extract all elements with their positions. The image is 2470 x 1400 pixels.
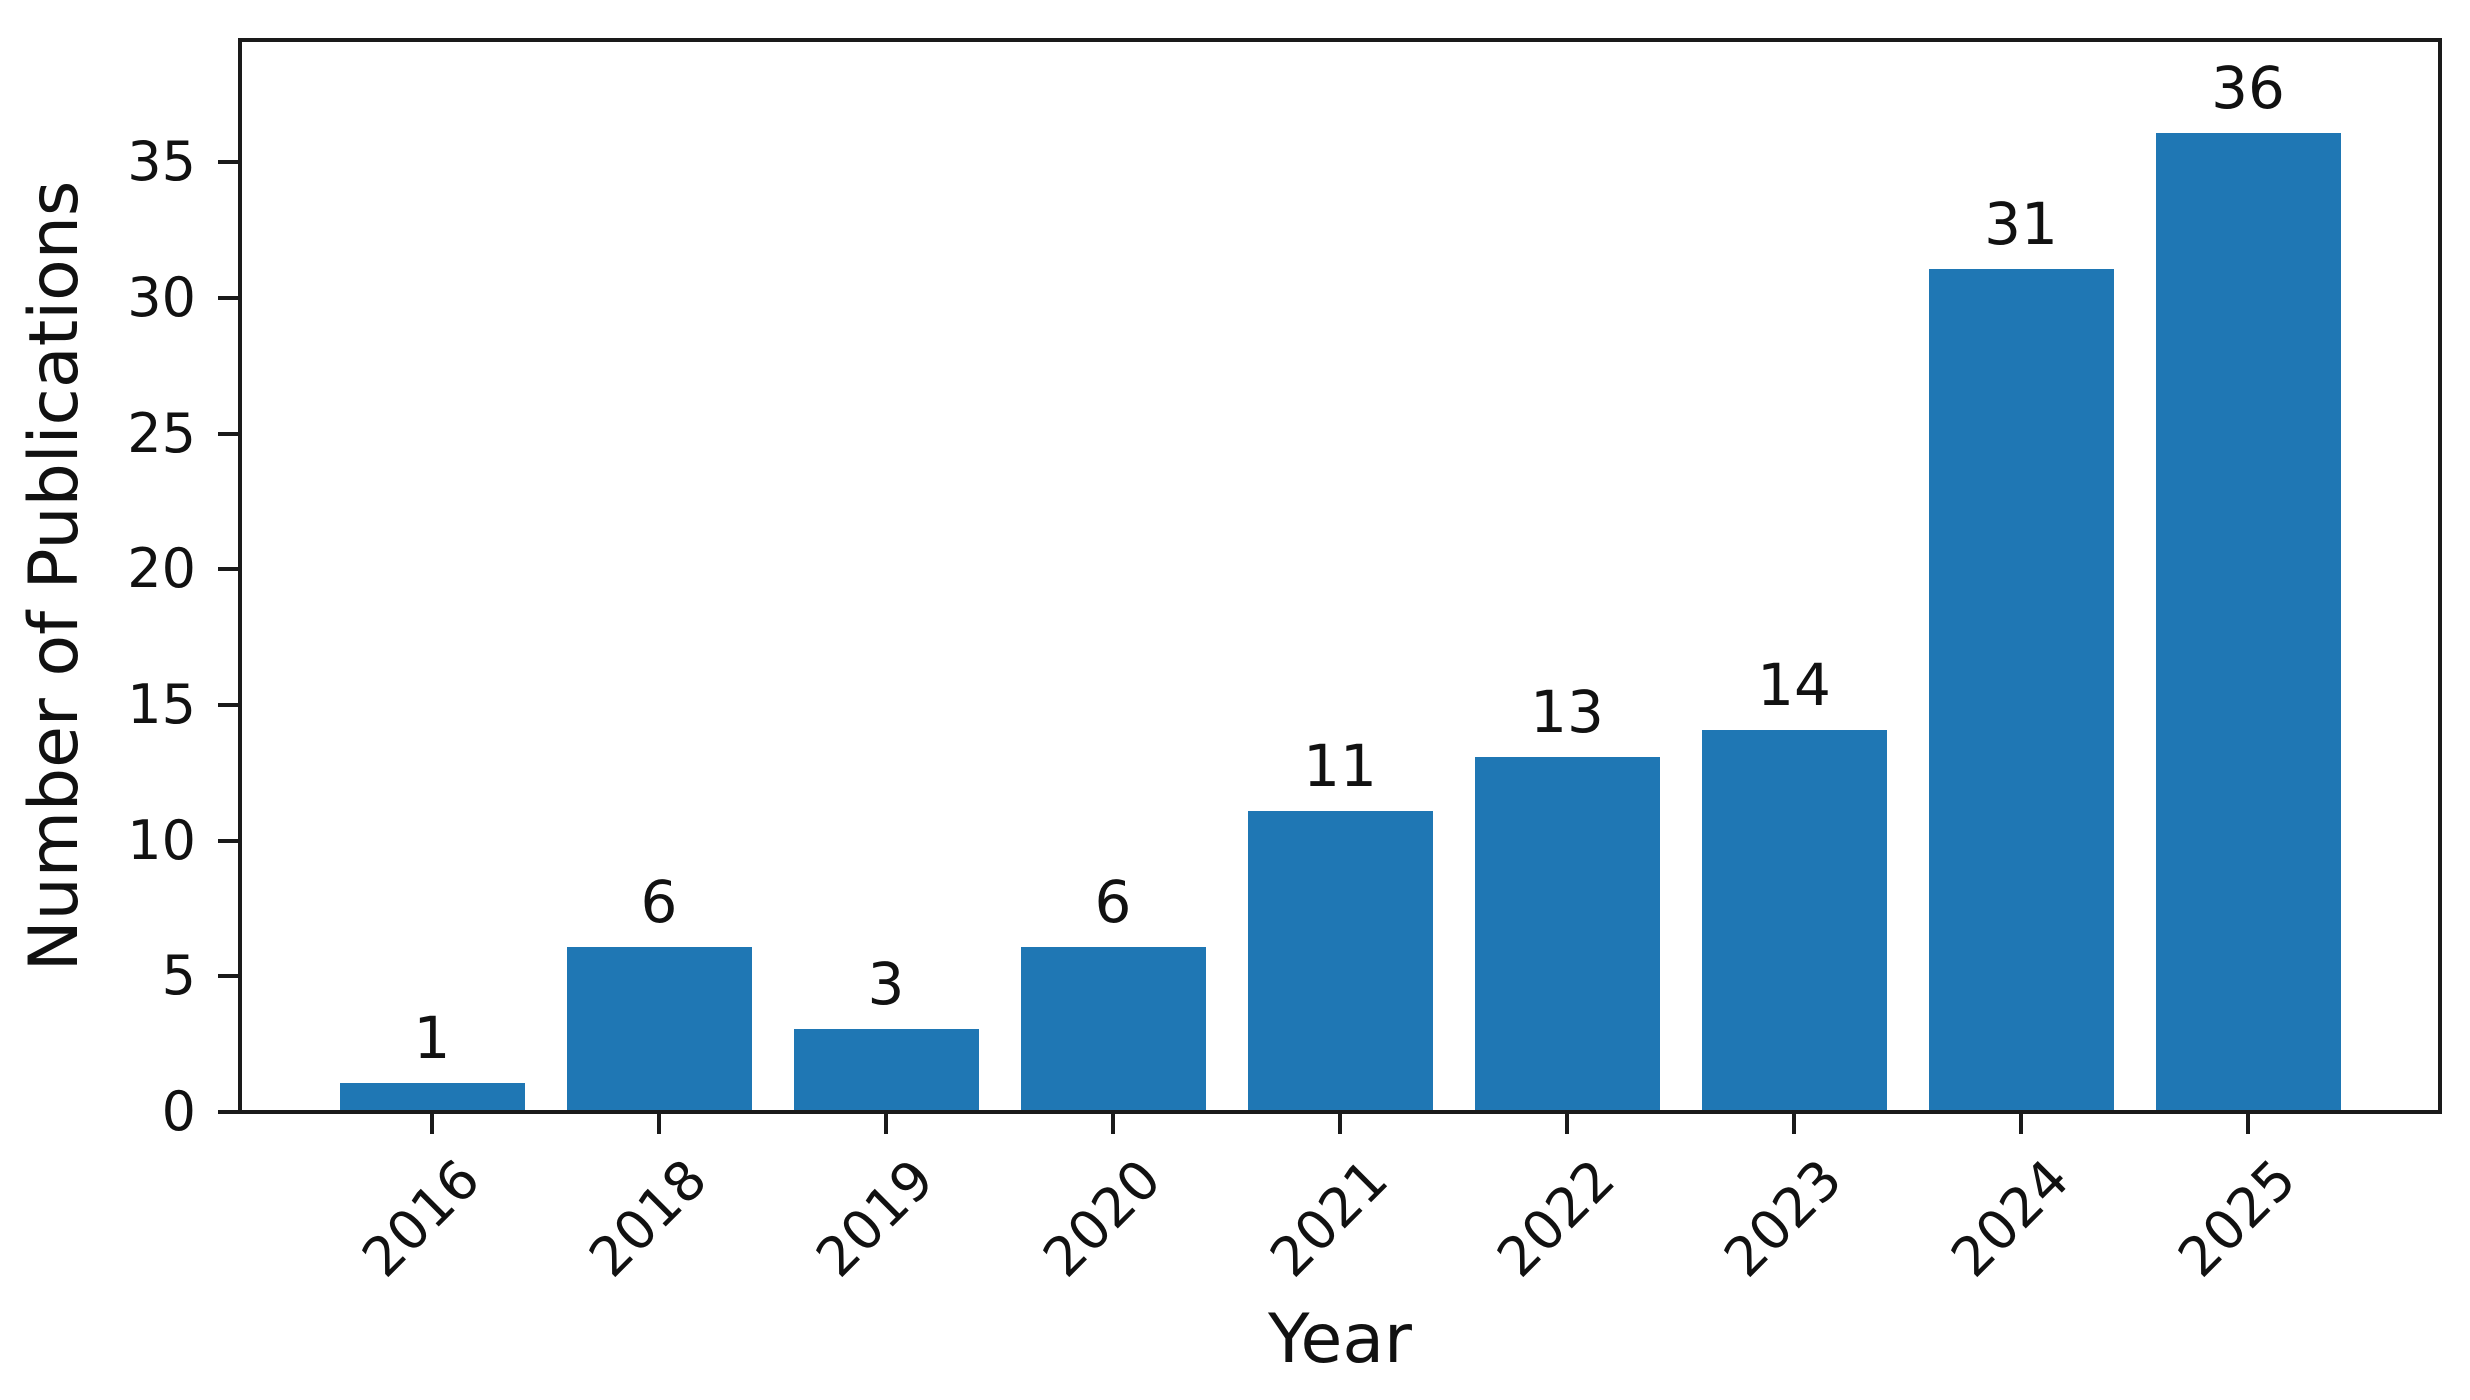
y-tick-label: 5	[161, 944, 196, 1008]
bar-2025	[2156, 133, 2341, 1110]
y-tick-mark	[218, 567, 238, 572]
bar-2024	[1929, 269, 2114, 1110]
x-tick-label: 2020	[1031, 1147, 1173, 1290]
x-tick-label: 2022	[1485, 1147, 1627, 1290]
x-tick-label: 2018	[577, 1147, 719, 1290]
bar-2022	[1475, 757, 1660, 1110]
bar-value-label: 1	[413, 1004, 451, 1072]
y-tick-label: 20	[127, 537, 196, 601]
x-tick-mark	[1565, 1114, 1569, 1134]
bar-value-label: 36	[2211, 54, 2285, 122]
y-tick-mark	[218, 160, 238, 165]
bar-value-label: 11	[1303, 732, 1377, 800]
x-tick-label: 2023	[1712, 1147, 1854, 1290]
plot-area	[238, 38, 2442, 1114]
bar-value-label: 6	[640, 868, 678, 936]
bar-2021	[1248, 811, 1433, 1110]
x-tick-label: 2021	[1258, 1147, 1400, 1290]
y-tick-label: 0	[161, 1080, 196, 1143]
bar-value-label: 14	[1757, 651, 1831, 719]
y-tick-label: 30	[127, 265, 196, 329]
bar-2019	[794, 1029, 979, 1110]
bar-value-label: 13	[1530, 678, 1604, 746]
x-tick-mark	[430, 1114, 434, 1134]
y-axis-title: Number of Publications	[15, 180, 94, 972]
y-tick-label: 35	[127, 130, 196, 194]
bar-value-label: 3	[867, 950, 905, 1018]
bar-2016	[340, 1083, 525, 1110]
x-tick-mark	[2019, 1114, 2023, 1134]
x-tick-label: 2024	[1939, 1147, 2081, 1290]
bar-2018	[567, 947, 752, 1110]
y-tick-label: 15	[127, 672, 196, 736]
bar-2020	[1021, 947, 1206, 1110]
y-tick-mark	[218, 974, 238, 979]
bar-value-label: 6	[1094, 868, 1132, 936]
bar-2023	[1702, 730, 1887, 1110]
y-tick-mark	[218, 702, 238, 707]
bar-value-label: 31	[1984, 190, 2058, 258]
y-tick-label: 25	[127, 401, 196, 465]
x-tick-mark	[1792, 1114, 1796, 1134]
x-tick-label: 2016	[350, 1147, 492, 1290]
x-tick-mark	[884, 1114, 888, 1134]
x-tick-mark	[1111, 1114, 1115, 1134]
y-tick-mark	[218, 431, 238, 436]
x-tick-label: 2025	[2166, 1147, 2308, 1290]
x-axis-title: Year	[1268, 1300, 1412, 1379]
y-tick-mark	[218, 1110, 238, 1114]
y-tick-label: 10	[127, 808, 196, 872]
x-tick-label: 2019	[804, 1147, 946, 1290]
y-tick-mark	[218, 838, 238, 843]
y-tick-mark	[218, 295, 238, 300]
x-tick-mark	[1338, 1114, 1342, 1134]
x-tick-mark	[657, 1114, 661, 1134]
x-tick-mark	[2246, 1114, 2250, 1134]
